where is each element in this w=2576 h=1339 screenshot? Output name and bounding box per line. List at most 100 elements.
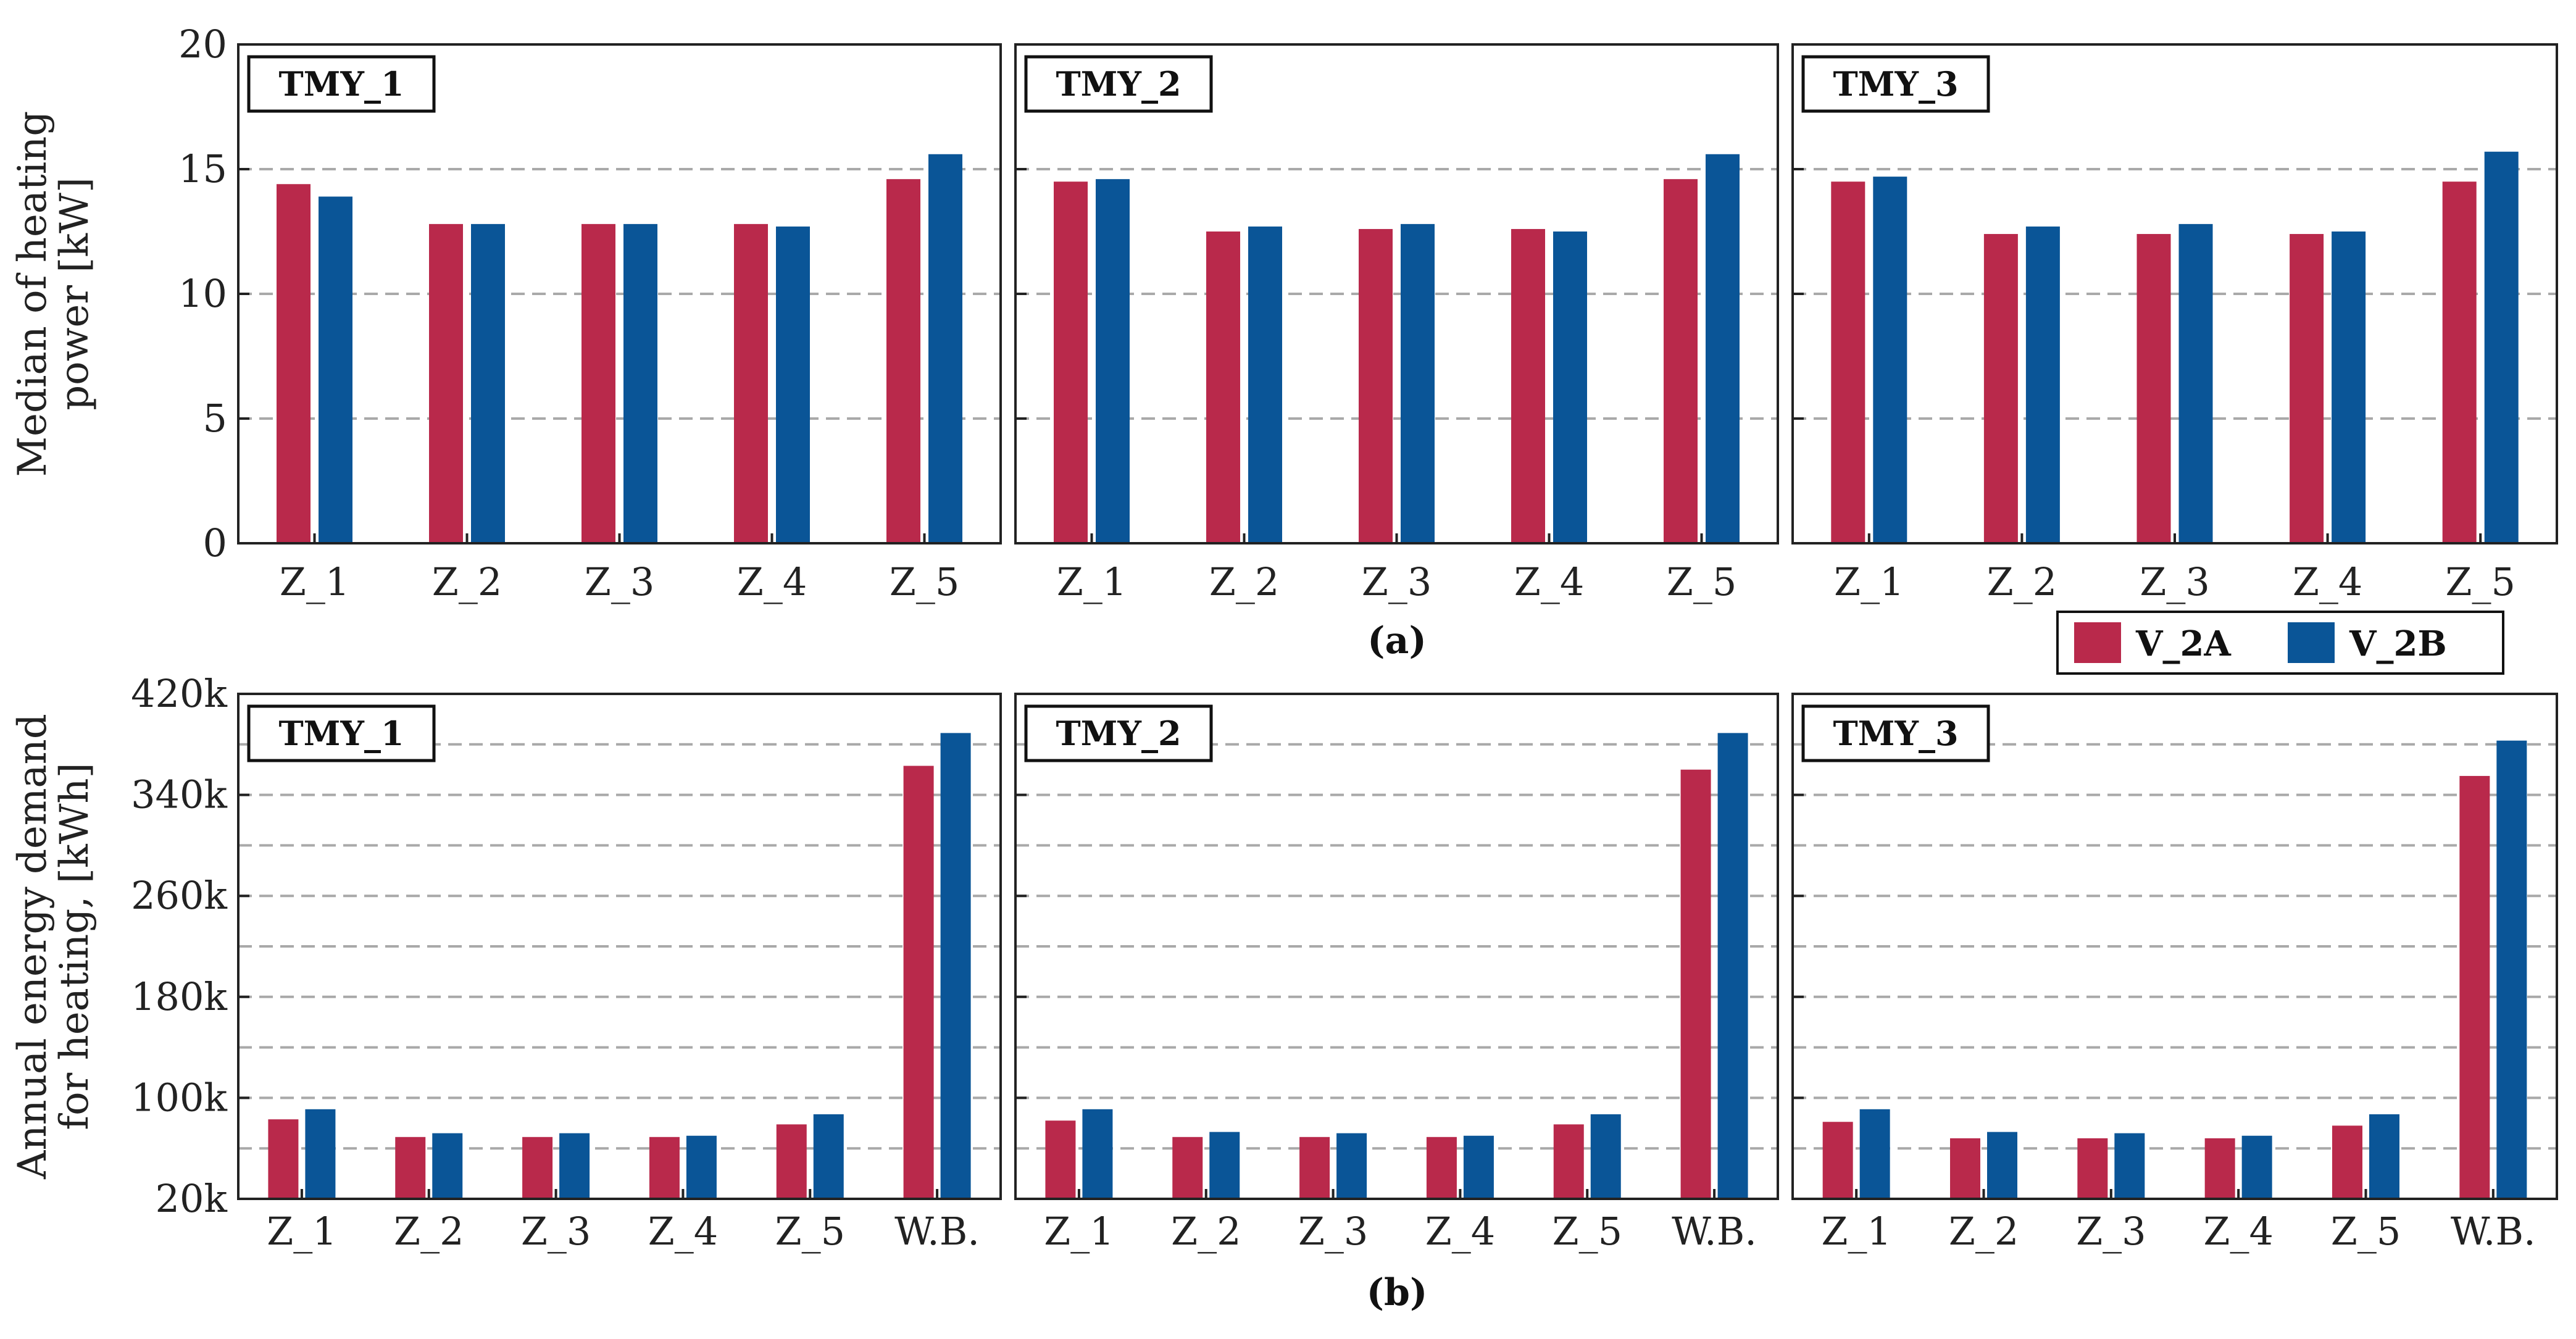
- panel-frame: [237, 43, 1002, 544]
- panel-title: TMY_3: [1833, 714, 1958, 753]
- panel-a-tmy_2: Z_1 Z_2 Z_3 Z_4 Z_5 TMY_2: [1014, 43, 1779, 604]
- x-tick-label: Z_2: [1171, 1209, 1241, 1254]
- panel-title-box: [247, 704, 436, 762]
- y-axis-title-line: for heating, [kWh]: [52, 762, 98, 1130]
- bar-v_2b-z_5: [1590, 1114, 1621, 1199]
- x-tick-label: Z_3: [1298, 1209, 1369, 1254]
- panel-a-tmy_3: Z_1 Z_2 Z_3 Z_4 Z_5 TMY_3: [1791, 43, 2558, 604]
- bar-v_2a-z_3: [581, 223, 615, 543]
- panel-frame: [1791, 43, 2558, 544]
- panel-b-tmy_1: Z_1 Z_2 Z_3 Z_4 Z_5 W.B. TMY_1: [237, 693, 1002, 1254]
- bar-v_2b-z_1: [305, 1109, 336, 1199]
- bar-v_2b-z_5: [2484, 151, 2519, 544]
- bar-v_2b-z_1: [1859, 1109, 1890, 1199]
- x-tick-label: Z_5: [775, 1209, 845, 1254]
- bar-v_2a-z_2: [1206, 232, 1240, 543]
- legend-label: V_2B: [2349, 624, 2447, 664]
- panel-title: TMY_1: [278, 64, 404, 104]
- panel-title-box: [1024, 704, 1213, 762]
- bar-v_2b-z_3: [1401, 223, 1435, 543]
- panel-title: TMY_3: [1833, 64, 1958, 104]
- bar-v_2b-z_2: [1209, 1132, 1240, 1199]
- x-tick-label: Z_4: [737, 559, 807, 604]
- x-tick-label: Z_5: [890, 559, 960, 604]
- x-tick-label: Z_3: [1362, 559, 1432, 604]
- bar-v_2b-z_4: [2332, 232, 2366, 543]
- y-tick-label: 15: [178, 146, 227, 191]
- panel-title: TMY_1: [278, 714, 404, 753]
- y-tick-label: 100k: [131, 1075, 227, 1120]
- bar-v_2b-z_3: [1336, 1133, 1367, 1199]
- y-axis-title-line: Median of heating: [10, 111, 56, 477]
- panel-title-box: [1024, 55, 1213, 113]
- panel-b-tmy_2: Z_1 Z_2 Z_3 Z_4 Z_5 W.B. TMY_2: [1014, 693, 1779, 1254]
- bar-v_2a-z_3: [1359, 228, 1393, 543]
- x-tick-label: Z_3: [585, 559, 655, 604]
- panel-title: TMY_2: [1056, 714, 1181, 753]
- x-tick-label: Z_2: [1987, 559, 2057, 604]
- bar-v_2b-z_5: [813, 1114, 844, 1199]
- bar-v_2a-z_1: [268, 1119, 299, 1199]
- bar-v_2a-z_5: [2332, 1125, 2362, 1199]
- x-tick-label: Z_1: [1044, 1209, 1114, 1254]
- bar-v_2b-z_4: [2241, 1135, 2272, 1199]
- subplot-label: (a): [1367, 619, 1427, 662]
- y-axis-title-line: power [kW]: [52, 177, 98, 411]
- x-tick-label: Z_3: [521, 1209, 591, 1254]
- bar-v_2b-wb: [1717, 733, 1748, 1199]
- bar-v_2a-z_4: [1426, 1137, 1457, 1199]
- bar-v_2b-z_1: [319, 196, 352, 543]
- y-tick-label: 20k: [156, 1176, 228, 1221]
- bar-v_2a-z_2: [395, 1137, 426, 1199]
- x-tick-label: Z_5: [2445, 559, 2516, 604]
- y-tick-label: 5: [203, 396, 227, 441]
- x-tick-label: Z_2: [1949, 1209, 2019, 1254]
- x-tick-label: Z_2: [394, 1209, 464, 1254]
- bar-v_2a-z_4: [734, 223, 768, 543]
- bar-v_2a-wb: [1680, 769, 1711, 1199]
- y-tick-label: 10: [178, 271, 227, 316]
- bar-v_2a-z_4: [649, 1137, 680, 1199]
- bar-v_2b-z_1: [1096, 179, 1130, 543]
- y-tick-label: 20: [178, 22, 227, 67]
- bar-v_2b-z_4: [1553, 232, 1587, 543]
- bar-v_2b-z_3: [559, 1133, 590, 1199]
- y-tick-label: 420k: [131, 671, 227, 716]
- bar-v_2a-z_3: [1299, 1137, 1330, 1199]
- bar-v_2b-z_5: [928, 154, 962, 543]
- bar-v_2a-z_2: [429, 223, 463, 543]
- bar-v_2a-z_2: [1950, 1138, 1980, 1199]
- panel-frame: [1014, 43, 1779, 544]
- bar-v_2b-z_4: [1463, 1135, 1494, 1199]
- bar-v_2b-z_5: [2369, 1114, 2399, 1199]
- legend-label: V_2A: [2135, 624, 2232, 664]
- bar-v_2a-z_3: [522, 1137, 553, 1199]
- x-tick-label: Z_1: [1057, 559, 1127, 604]
- x-tick-label: Z_4: [648, 1209, 719, 1254]
- legend-swatch: [2288, 622, 2335, 663]
- bar-v_2b-z_2: [1248, 226, 1282, 543]
- bar-v_2a-z_1: [1054, 181, 1088, 543]
- x-tick-label: Z_5: [1667, 559, 1737, 604]
- bar-v_2a-z_1: [1831, 181, 1865, 543]
- bar-v_2a-z_3: [2136, 234, 2171, 543]
- x-tick-label: Z_1: [267, 1209, 337, 1254]
- bar-v_2a-z_1: [1822, 1122, 1853, 1199]
- panel-frame: [1014, 693, 1779, 1200]
- bar-v_2b-wb: [940, 733, 971, 1199]
- bar-v_2b-z_2: [471, 223, 505, 543]
- x-tick-label: Z_4: [1425, 1209, 1496, 1254]
- x-tick-label: W.B.: [894, 1209, 980, 1254]
- bar-v_2a-z_1: [1045, 1120, 1076, 1199]
- bar-v_2a-z_2: [1172, 1137, 1203, 1199]
- bar-v_2a-z_1: [277, 184, 311, 543]
- bar-v_2b-wb: [2496, 740, 2527, 1199]
- bar-v_2b-z_3: [2114, 1133, 2145, 1199]
- bar-v_2a-wb: [903, 765, 934, 1199]
- bar-v_2a-z_5: [1664, 179, 1698, 543]
- panel-title-box: [1801, 704, 1990, 762]
- x-tick-label: W.B.: [1672, 1209, 1757, 1254]
- bar-v_2b-z_2: [2025, 226, 2060, 543]
